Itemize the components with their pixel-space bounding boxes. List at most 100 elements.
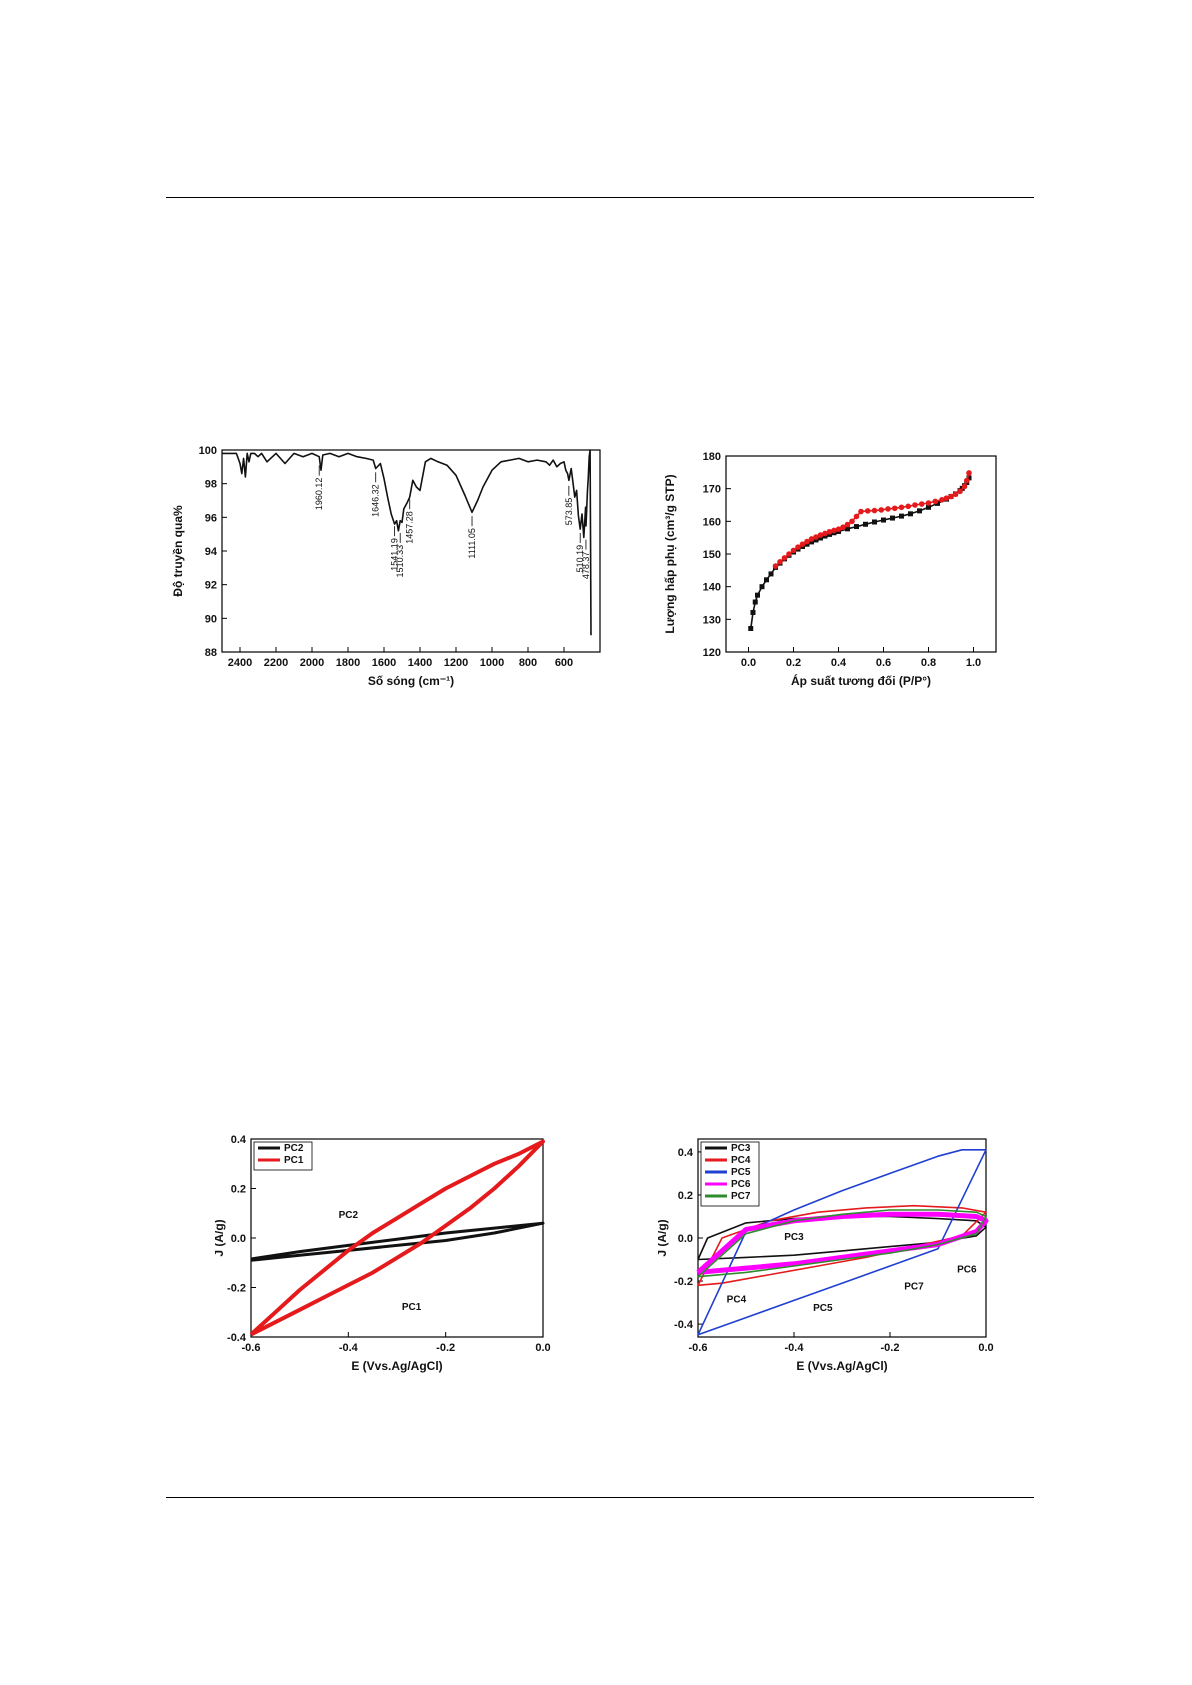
legend-label: PC3 xyxy=(731,1143,751,1154)
legend-label: PC4 xyxy=(731,1155,751,1166)
x-tick-label: 600 xyxy=(555,657,573,669)
data-point xyxy=(871,507,878,514)
series-line-pc7 xyxy=(697,1209,987,1278)
x-tick-label: 0.8 xyxy=(921,657,936,669)
peak-label: 1457.28 xyxy=(405,511,415,544)
x-tick-label: 800 xyxy=(519,657,537,669)
x-axis-label: E (Vvs.Ag/AgCl) xyxy=(351,1359,442,1373)
y-axis-label: Lượng hấp phụ (cm³/g STP) xyxy=(663,474,677,633)
x-tick-label: -0.4 xyxy=(339,1342,359,1354)
x-axis-label: Số sóng (cm⁻¹) xyxy=(368,674,454,688)
data-point xyxy=(849,518,855,525)
data-point xyxy=(966,475,972,481)
y-tick-label: -0.4 xyxy=(674,1319,694,1331)
x-tick-label: -0.4 xyxy=(785,1342,805,1354)
data-point xyxy=(809,539,814,545)
x-tick-label: 0.2 xyxy=(786,657,801,669)
y-tick-label: 180 xyxy=(703,451,721,463)
x-tick-label: 1200 xyxy=(444,657,468,669)
x-tick-label: 0.0 xyxy=(978,1342,993,1354)
header-rule xyxy=(166,197,1034,198)
curve-label: PC2 xyxy=(339,1210,359,1221)
data-point xyxy=(905,503,912,510)
y-tick-label: 92 xyxy=(205,580,217,592)
y-axis-label: Độ truyền qua% xyxy=(171,505,185,597)
y-tick-label: 150 xyxy=(703,549,721,561)
peak-label: 573.85 xyxy=(564,498,574,526)
y-tick-label: 98 xyxy=(205,479,217,491)
plot-frame xyxy=(725,455,997,653)
data-point xyxy=(899,513,904,519)
legend-box xyxy=(253,1141,313,1171)
y-tick-label: 0.4 xyxy=(678,1147,694,1159)
data-point xyxy=(781,555,788,561)
data-point xyxy=(817,532,824,538)
data-point xyxy=(790,547,797,554)
data-point xyxy=(795,544,801,550)
data-point xyxy=(939,496,945,503)
data-point xyxy=(898,504,905,511)
footer-rule xyxy=(166,1497,1034,1498)
data-point xyxy=(932,498,939,505)
data-point xyxy=(863,521,868,527)
curve-label: PC3 xyxy=(784,1232,804,1243)
data-point xyxy=(799,541,806,547)
legend-label: PC1 xyxy=(284,1155,304,1166)
data-point xyxy=(878,507,885,513)
y-tick-label: -0.2 xyxy=(674,1276,693,1288)
ftir-chart: 2400 2200 2000 1800 1600 1400 1200 1000 800 600 88… xyxy=(171,445,601,688)
y-axis-label: J (A/g) xyxy=(658,1219,669,1256)
y-tick-label: -0.2 xyxy=(227,1283,246,1295)
data-point xyxy=(768,571,774,577)
data-point xyxy=(777,559,783,565)
y-tick-label: 160 xyxy=(703,516,721,528)
x-tick-label: 0.0 xyxy=(741,657,756,669)
curve-label: PC6 xyxy=(957,1264,977,1275)
data-point xyxy=(813,537,819,543)
series-line-pc4 xyxy=(697,1204,987,1287)
y-tick-label: 88 xyxy=(205,647,217,659)
y-tick-label: 0.2 xyxy=(678,1190,693,1202)
legend-label: PC5 xyxy=(731,1167,751,1178)
data-point xyxy=(864,508,871,514)
x-tick-label: -0.2 xyxy=(436,1342,455,1354)
y-tick-label: 130 xyxy=(703,614,721,626)
data-point xyxy=(885,506,891,512)
data-point xyxy=(963,477,970,484)
data-point xyxy=(917,508,922,514)
data-point xyxy=(840,524,846,531)
data-point xyxy=(891,505,898,512)
cv-chart-pc1-pc2: -0.6 -0.4 -0.2 0.0-0.4-0.20.00.20.4E (Vvs.A… xyxy=(215,1134,551,1373)
plot-frame xyxy=(221,449,601,653)
y-tick-label: 170 xyxy=(703,484,721,496)
cv-chart-pc3-pc7: -0.6 -0.4 -0.2 0.0 -0.4 -0.2 0.0 0.2 0.4 E (Vvs.A… xyxy=(658,1138,994,1373)
curve-label: PC1 xyxy=(402,1302,422,1313)
peak-label: 1646.32 xyxy=(371,484,381,517)
data-point xyxy=(853,513,860,520)
x-tick-label: 0.6 xyxy=(876,657,891,669)
y-tick-label: 96 xyxy=(205,512,217,524)
data-point xyxy=(808,536,815,542)
data-point xyxy=(750,609,756,615)
data-point xyxy=(961,483,968,490)
y-tick-label: 0.2 xyxy=(231,1184,246,1196)
series-line-pc2 xyxy=(250,1221,545,1262)
data-point xyxy=(818,535,823,541)
y-tick-label: 94 xyxy=(205,546,218,558)
data-point xyxy=(935,500,940,506)
data-point xyxy=(764,577,769,583)
data-point xyxy=(752,599,758,605)
data-point xyxy=(890,515,895,521)
data-point xyxy=(872,519,877,525)
data-point xyxy=(918,501,925,507)
x-tick-label: 1.0 xyxy=(966,657,981,669)
data-point xyxy=(943,495,950,501)
data-point xyxy=(826,528,833,535)
x-tick-label: 2400 xyxy=(228,657,252,669)
y-tick-label: -0.4 xyxy=(227,1332,247,1344)
curve-label: PC4 xyxy=(727,1295,747,1306)
x-tick-label: 1600 xyxy=(372,657,396,669)
y-tick-label: 0.0 xyxy=(678,1233,693,1245)
x-tick-label: 1000 xyxy=(480,657,504,669)
y-tick-label: 140 xyxy=(703,582,721,594)
